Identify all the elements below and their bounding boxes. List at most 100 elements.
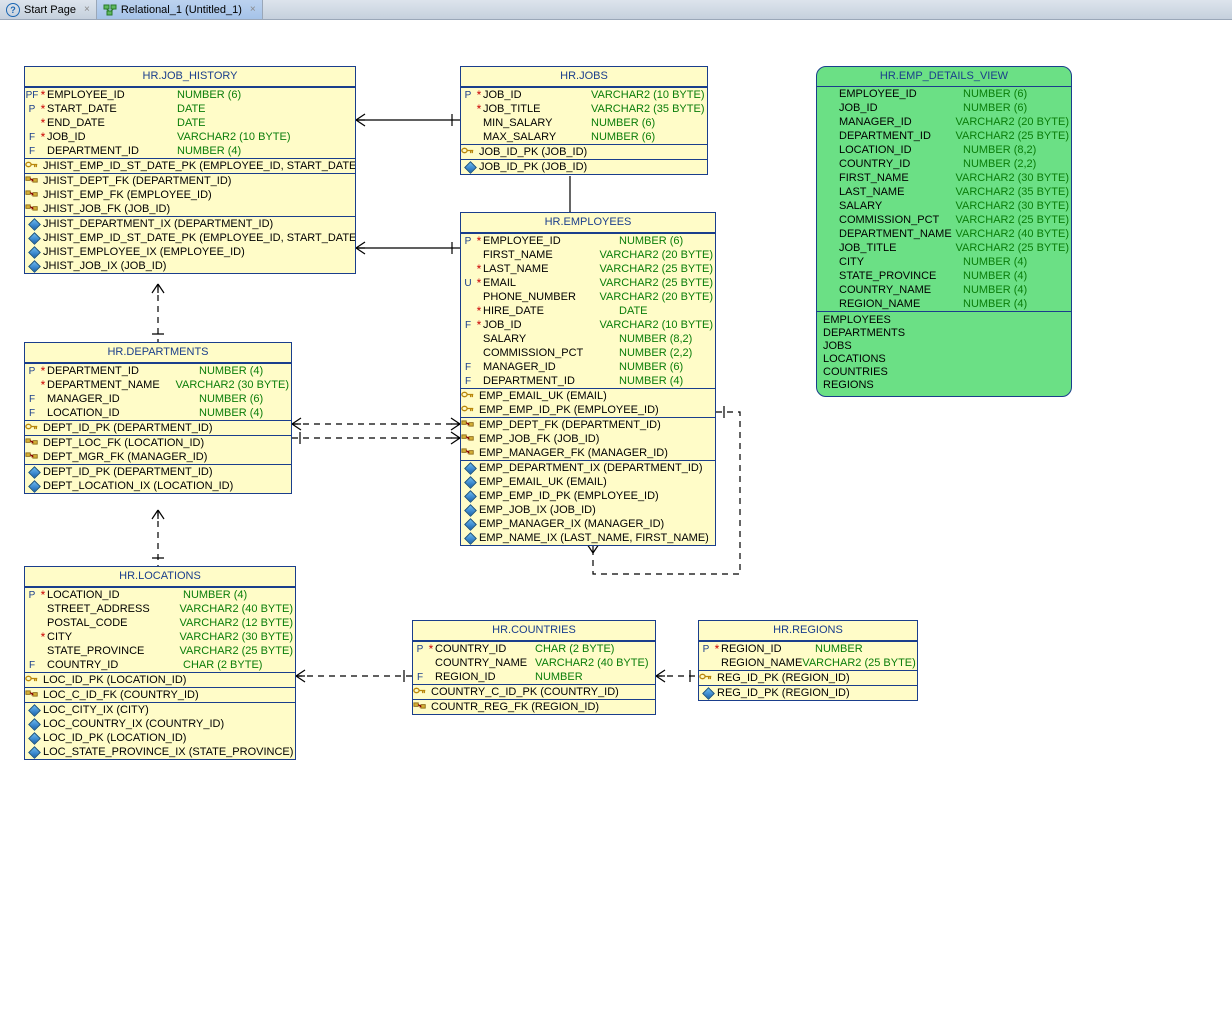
column-row: COUNTRY_NAMENUMBER (4) — [817, 283, 1071, 297]
tab-relational[interactable]: Relational_1 (Untitled_1) × — [97, 0, 263, 19]
column-row: FREGION_IDNUMBER — [413, 670, 655, 684]
entity-title: HR.LOCATIONS — [25, 567, 295, 587]
key-icon — [461, 389, 479, 403]
fk-row: DEPT_LOC_FK (LOCATION_ID) — [25, 436, 291, 450]
close-icon[interactable]: × — [250, 4, 256, 15]
index-icon — [25, 748, 43, 757]
column-row: P*COUNTRY_IDCHAR (2 BYTE) — [413, 642, 655, 656]
key-icon — [25, 673, 43, 687]
fk-icon — [461, 432, 479, 446]
fk-icon — [413, 700, 431, 714]
column-row: FDEPARTMENT_IDNUMBER (4) — [25, 144, 355, 158]
column-row: P*LOCATION_IDNUMBER (4) — [25, 588, 295, 602]
entity-locations[interactable]: HR.LOCATIONSP*LOCATION_IDNUMBER (4)STREE… — [24, 566, 296, 760]
column-row: FCOUNTRY_IDCHAR (2 BYTE) — [25, 658, 295, 672]
column-row: LOCATION_IDNUMBER (8,2) — [817, 143, 1071, 157]
column-row: STATE_PROVINCENUMBER (4) — [817, 269, 1071, 283]
entity-countries[interactable]: HR.COUNTRIESP*COUNTRY_IDCHAR (2 BYTE)COU… — [412, 620, 656, 715]
column-row: JOB_TITLEVARCHAR2 (25 BYTE) — [817, 241, 1071, 255]
pk-row: DEPT_ID_PK (DEPARTMENT_ID) — [25, 421, 291, 435]
fk-icon — [25, 436, 43, 450]
close-icon[interactable]: × — [84, 4, 90, 15]
index-row: EMP_DEPARTMENT_IX (DEPARTMENT_ID) — [461, 461, 715, 475]
column-row: *CITYVARCHAR2 (30 BYTE) — [25, 630, 295, 644]
index-icon — [461, 492, 479, 501]
editor-tabs: ? Start Page × Relational_1 (Untitled_1)… — [0, 0, 1232, 20]
index-icon — [25, 706, 43, 715]
tab-start-page[interactable]: ? Start Page × — [0, 0, 97, 19]
column-row: P*REGION_IDNUMBER — [699, 642, 917, 656]
column-row: POSTAL_CODEVARCHAR2 (12 BYTE) — [25, 616, 295, 630]
index-icon — [25, 248, 43, 257]
entity-employees[interactable]: HR.EMPLOYEESP*EMPLOYEE_IDNUMBER (6)FIRST… — [460, 212, 716, 546]
fk-row: EMP_MANAGER_FK (MANAGER_ID) — [461, 446, 715, 460]
column-row: COUNTRY_IDNUMBER (2,2) — [817, 157, 1071, 171]
key-icon — [25, 421, 43, 435]
pk-row: JHIST_EMP_ID_ST_DATE_PK (EMPLOYEE_ID, ST… — [25, 159, 355, 173]
column-row: REGION_NAMENUMBER (4) — [817, 297, 1071, 311]
fk-icon — [25, 688, 43, 702]
index-icon — [25, 220, 43, 229]
pk-row: EMP_EMAIL_UK (EMAIL) — [461, 389, 715, 403]
pk-row: COUNTRY_C_ID_PK (COUNTRY_ID) — [413, 685, 655, 699]
fk-row: LOC_C_ID_FK (COUNTRY_ID) — [25, 688, 295, 702]
index-row: EMP_JOB_IX (JOB_ID) — [461, 503, 715, 517]
column-row: *END_DATEDATE — [25, 116, 355, 130]
index-icon — [25, 468, 43, 477]
index-icon — [461, 534, 479, 543]
column-row: STREET_ADDRESSVARCHAR2 (40 BYTE) — [25, 602, 295, 616]
diagram-icon — [103, 3, 117, 17]
column-row: JOB_IDNUMBER (6) — [817, 101, 1071, 115]
index-icon — [25, 234, 43, 243]
entity-emp_details_view[interactable]: HR.EMP_DETAILS_VIEWEMPLOYEE_IDNUMBER (6)… — [816, 66, 1072, 397]
column-row: SALARYVARCHAR2 (30 BYTE) — [817, 199, 1071, 213]
index-icon — [461, 464, 479, 473]
entity-jobs[interactable]: HR.JOBSP*JOB_IDVARCHAR2 (10 BYTE)*JOB_TI… — [460, 66, 708, 175]
index-row: DEPT_ID_PK (DEPARTMENT_ID) — [25, 465, 291, 479]
entity-job_history[interactable]: HR.JOB_HISTORYPF*EMPLOYEE_IDNUMBER (6)P*… — [24, 66, 356, 274]
entity-regions[interactable]: HR.REGIONSP*REGION_IDNUMBERREGION_NAMEVA… — [698, 620, 918, 701]
column-row: MAX_SALARYNUMBER (6) — [461, 130, 707, 144]
column-row: MANAGER_IDVARCHAR2 (20 BYTE) — [817, 115, 1071, 129]
entity-title: HR.JOBS — [461, 67, 707, 87]
column-row: EMPLOYEE_IDNUMBER (6) — [817, 87, 1071, 101]
index-row: JOB_ID_PK (JOB_ID) — [461, 160, 707, 174]
pk-row: LOC_ID_PK (LOCATION_ID) — [25, 673, 295, 687]
entity-title: HR.EMPLOYEES — [461, 213, 715, 233]
column-row: COMMISSION_PCTNUMBER (2,2) — [461, 346, 715, 360]
key-icon — [461, 145, 479, 159]
fk-row: EMP_JOB_FK (JOB_ID) — [461, 432, 715, 446]
column-row: COUNTRY_NAMEVARCHAR2 (40 BYTE) — [413, 656, 655, 670]
column-row: LAST_NAMEVARCHAR2 (35 BYTE) — [817, 185, 1071, 199]
column-row: *JOB_TITLEVARCHAR2 (35 BYTE) — [461, 102, 707, 116]
index-row: LOC_COUNTRY_IX (COUNTRY_ID) — [25, 717, 295, 731]
key-icon — [699, 671, 717, 685]
fk-icon — [461, 446, 479, 460]
column-row: REGION_NAMEVARCHAR2 (25 BYTE) — [699, 656, 917, 670]
index-row: EMP_NAME_IX (LAST_NAME, FIRST_NAME) — [461, 531, 715, 545]
key-icon — [25, 159, 43, 173]
entity-title: HR.EMP_DETAILS_VIEW — [817, 67, 1071, 86]
index-row: LOC_ID_PK (LOCATION_ID) — [25, 731, 295, 745]
index-row: EMP_EMP_ID_PK (EMPLOYEE_ID) — [461, 489, 715, 503]
column-row: *DEPARTMENT_NAMEVARCHAR2 (30 BYTE) — [25, 378, 291, 392]
column-row: P*DEPARTMENT_IDNUMBER (4) — [25, 364, 291, 378]
index-row: LOC_STATE_PROVINCE_IX (STATE_PROVINCE) — [25, 745, 295, 759]
index-icon — [461, 506, 479, 515]
entity-title: HR.COUNTRIES — [413, 621, 655, 641]
column-row: P*START_DATEDATE — [25, 102, 355, 116]
pk-row: EMP_EMP_ID_PK (EMPLOYEE_ID) — [461, 403, 715, 417]
fk-row: JHIST_EMP_FK (EMPLOYEE_ID) — [25, 188, 355, 202]
key-icon — [413, 685, 431, 699]
column-row: *HIRE_DATEDATE — [461, 304, 715, 318]
index-row: REG_ID_PK (REGION_ID) — [699, 686, 917, 700]
entity-title: HR.DEPARTMENTS — [25, 343, 291, 363]
index-icon — [25, 720, 43, 729]
view-deps: EMPLOYEESDEPARTMENTSJOBSLOCATIONSCOUNTRI… — [817, 311, 1071, 396]
fk-row: EMP_DEPT_FK (DEPARTMENT_ID) — [461, 418, 715, 432]
column-row: *LAST_NAMEVARCHAR2 (25 BYTE) — [461, 262, 715, 276]
entity-departments[interactable]: HR.DEPARTMENTSP*DEPARTMENT_IDNUMBER (4)*… — [24, 342, 292, 494]
index-icon — [461, 163, 479, 172]
diagram-canvas[interactable]: HR.JOB_HISTORYPF*EMPLOYEE_IDNUMBER (6)P*… — [0, 20, 1232, 1024]
pk-row: JOB_ID_PK (JOB_ID) — [461, 145, 707, 159]
